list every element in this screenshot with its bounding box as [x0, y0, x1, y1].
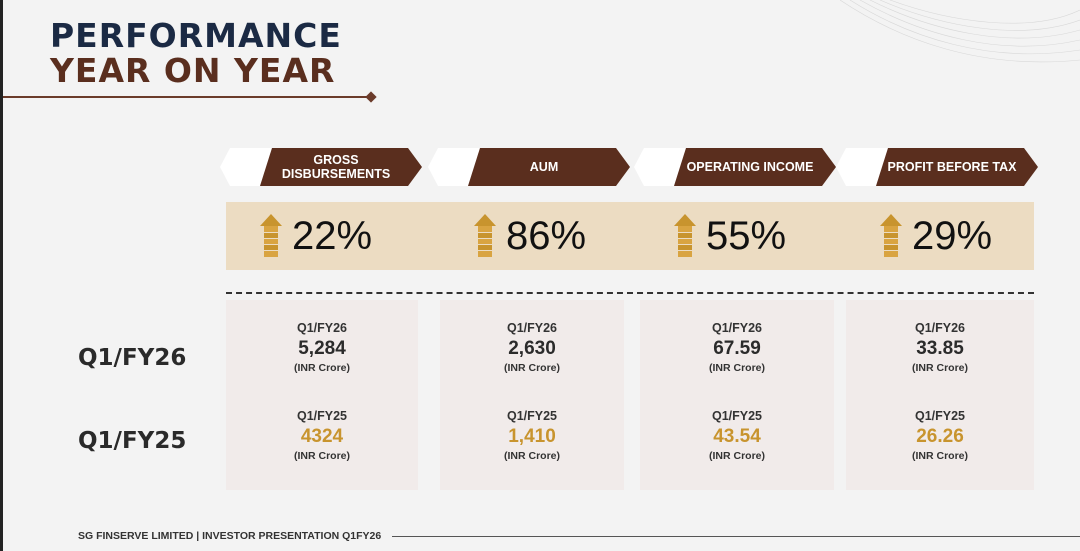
previous-period: Q1/FY25	[506, 409, 558, 423]
previous-value: 43.54	[713, 426, 761, 447]
growth-band	[226, 202, 1034, 270]
row-label-previous: Q1/FY25	[78, 428, 187, 454]
up-arrow-icon	[474, 214, 496, 257]
header-banner-shape	[836, 148, 1038, 186]
growth-value: 29%	[912, 213, 993, 258]
current-cell: Q1/FY26 5,284 (INR Crore)	[226, 321, 418, 374]
current-unit: (INR Crore)	[503, 362, 560, 374]
previous-value: 4324	[300, 426, 344, 447]
previous-unit: (INR Crore)	[503, 450, 560, 462]
up-arrow-icon	[674, 214, 696, 257]
up-arrow-icon	[880, 214, 902, 257]
metric-label: GROSS DISBURSEMENTS	[281, 153, 391, 181]
current-value: 33.85	[916, 338, 964, 359]
growth-indicator: 55%	[674, 202, 786, 270]
title-line-2: YEAR ON YEAR	[50, 51, 336, 90]
previous-cell: Q1/FY25 43.54 (INR Crore)	[640, 409, 834, 462]
current-cell: Q1/FY26 33.85 (INR Crore)	[846, 321, 1034, 374]
metric-header: AUM	[428, 148, 630, 186]
current-cell: Q1/FY26 67.59 (INR Crore)	[640, 321, 834, 374]
header-banner-shape	[634, 148, 836, 186]
up-arrow-icon	[260, 214, 282, 257]
growth-indicator: 29%	[880, 202, 992, 270]
growth-indicator: 22%	[260, 202, 372, 270]
current-value: 2,630	[508, 338, 556, 359]
row-label-current: Q1/FY26	[78, 345, 187, 371]
previous-period: Q1/FY25	[296, 409, 348, 423]
metric-label: OPERATING INCOME	[686, 160, 814, 174]
metric-panel: Q1/FY26 33.85 (INR Crore) Q1/FY25 26.26 …	[846, 300, 1034, 490]
previous-unit: (INR Crore)	[911, 450, 968, 462]
growth-indicator: 86%	[474, 202, 586, 270]
previous-cell: Q1/FY25 4324 (INR Crore)	[226, 409, 418, 462]
metric-header: OPERATING INCOME	[634, 148, 836, 186]
current-cell: Q1/FY26 2,630 (INR Crore)	[440, 321, 624, 374]
growth-value: 55%	[706, 213, 787, 258]
page-title: PERFORMANCE YEAR ON YEAR	[50, 18, 342, 88]
header-banner-shape	[428, 148, 630, 186]
current-unit: (INR Crore)	[293, 362, 350, 374]
previous-value: 1,410	[508, 426, 556, 447]
current-period: Q1/FY26	[914, 321, 966, 335]
metric-header: PROFIT BEFORE TAX	[836, 148, 1038, 186]
previous-period: Q1/FY25	[914, 409, 966, 423]
growth-value: 86%	[506, 213, 587, 258]
footer-text: SG FINSERVE LIMITED | INVESTOR PRESENTAT…	[78, 530, 382, 542]
current-period: Q1/FY26	[506, 321, 558, 335]
metric-header: GROSS DISBURSEMENTS	[220, 148, 422, 186]
growth-value: 22%	[292, 213, 373, 258]
metric-panel: Q1/FY26 67.59 (INR Crore) Q1/FY25 43.54 …	[640, 300, 834, 490]
metric-label: AUM	[529, 160, 559, 174]
previous-unit: (INR Crore)	[708, 450, 765, 462]
header-banner-shape	[220, 148, 422, 186]
metric-panel: Q1/FY26 5,284 (INR Crore) Q1/FY25 4324 (…	[226, 300, 418, 490]
dashed-divider	[226, 292, 1034, 294]
current-period: Q1/FY26	[711, 321, 763, 335]
current-period: Q1/FY26	[296, 321, 348, 335]
current-value: 5,284	[298, 338, 346, 359]
title-line-1: PERFORMANCE	[50, 16, 342, 55]
current-unit: (INR Crore)	[708, 362, 765, 374]
left-edge	[0, 0, 3, 551]
decorative-swoosh	[840, 0, 1080, 63]
previous-cell: Q1/FY25 1,410 (INR Crore)	[440, 409, 624, 462]
title-underline-diamond	[365, 91, 377, 103]
previous-period: Q1/FY25	[711, 409, 763, 423]
metric-label: PROFIT BEFORE TAX	[887, 160, 1017, 174]
previous-value: 26.26	[916, 426, 964, 447]
current-unit: (INR Crore)	[911, 362, 968, 374]
footer-line	[392, 536, 1080, 537]
metric-panel: Q1/FY26 2,630 (INR Crore) Q1/FY25 1,410 …	[440, 300, 624, 490]
title-underline	[3, 96, 371, 98]
previous-unit: (INR Crore)	[293, 450, 350, 462]
current-value: 67.59	[713, 338, 761, 359]
previous-cell: Q1/FY25 26.26 (INR Crore)	[846, 409, 1034, 462]
